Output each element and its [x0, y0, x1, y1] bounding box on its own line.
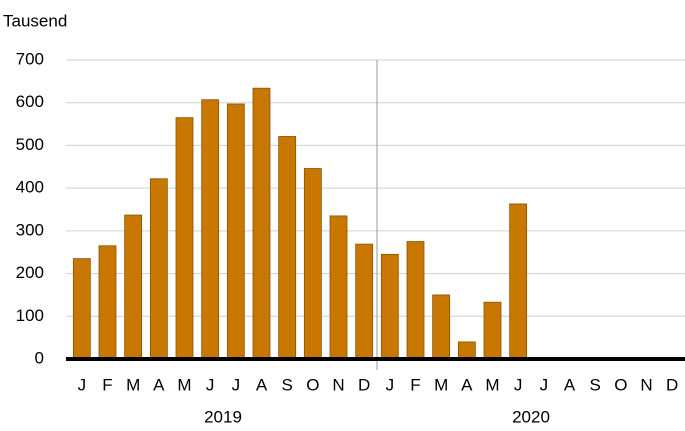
y-tick-label: 200 — [16, 263, 44, 282]
x-tick-label: D — [358, 375, 370, 394]
y-tick-label: 300 — [16, 220, 44, 239]
y-tick-label: 700 — [16, 49, 44, 68]
x-tick-label: N — [640, 375, 652, 394]
y-tick-label: 600 — [16, 92, 44, 111]
x-tick-label: J — [514, 375, 523, 394]
bar — [252, 87, 271, 360]
bar — [329, 215, 348, 360]
x-tick-label: J — [78, 375, 87, 394]
bar — [278, 136, 297, 360]
bar — [406, 241, 425, 360]
x-tick-label: A — [256, 375, 268, 394]
y-tick-label: 500 — [16, 135, 44, 154]
y-axis-label: Tausend — [3, 11, 67, 30]
bar — [149, 178, 168, 360]
x-tick-label: J — [386, 375, 395, 394]
group-label: 2019 — [204, 407, 242, 426]
bar — [175, 117, 194, 360]
x-tick-label: S — [281, 375, 292, 394]
x-tick-label: J — [206, 375, 215, 394]
bar — [509, 203, 528, 360]
x-tick-label: A — [564, 375, 576, 394]
bar — [355, 243, 374, 360]
x-tick-label: D — [666, 375, 678, 394]
x-tick-label: N — [332, 375, 344, 394]
x-tick-label: F — [102, 375, 112, 394]
x-tick-label: F — [410, 375, 420, 394]
x-tick-label: A — [153, 375, 165, 394]
bar — [98, 245, 117, 360]
bar — [124, 214, 143, 360]
bar — [303, 168, 322, 360]
x-tick-label: M — [485, 375, 499, 394]
bar — [201, 99, 220, 360]
x-tick-label: O — [306, 375, 319, 394]
bar — [72, 258, 91, 360]
y-tick-label: 400 — [16, 178, 44, 197]
x-tick-label: O — [614, 375, 627, 394]
y-tick-label: 0 — [35, 348, 44, 367]
group-label: 2020 — [512, 407, 550, 426]
bar — [226, 103, 245, 360]
x-tick-label: J — [232, 375, 241, 394]
y-tick-label: 100 — [16, 306, 44, 325]
bar — [457, 341, 476, 360]
x-tick-label: M — [177, 375, 191, 394]
bar — [483, 301, 502, 360]
x-tick-label: M — [434, 375, 448, 394]
x-tick-label: J — [540, 375, 549, 394]
x-tick-label: S — [589, 375, 600, 394]
bar — [432, 294, 451, 360]
x-tick-label: M — [126, 375, 140, 394]
bar — [380, 253, 399, 360]
x-tick-label: A — [461, 375, 473, 394]
